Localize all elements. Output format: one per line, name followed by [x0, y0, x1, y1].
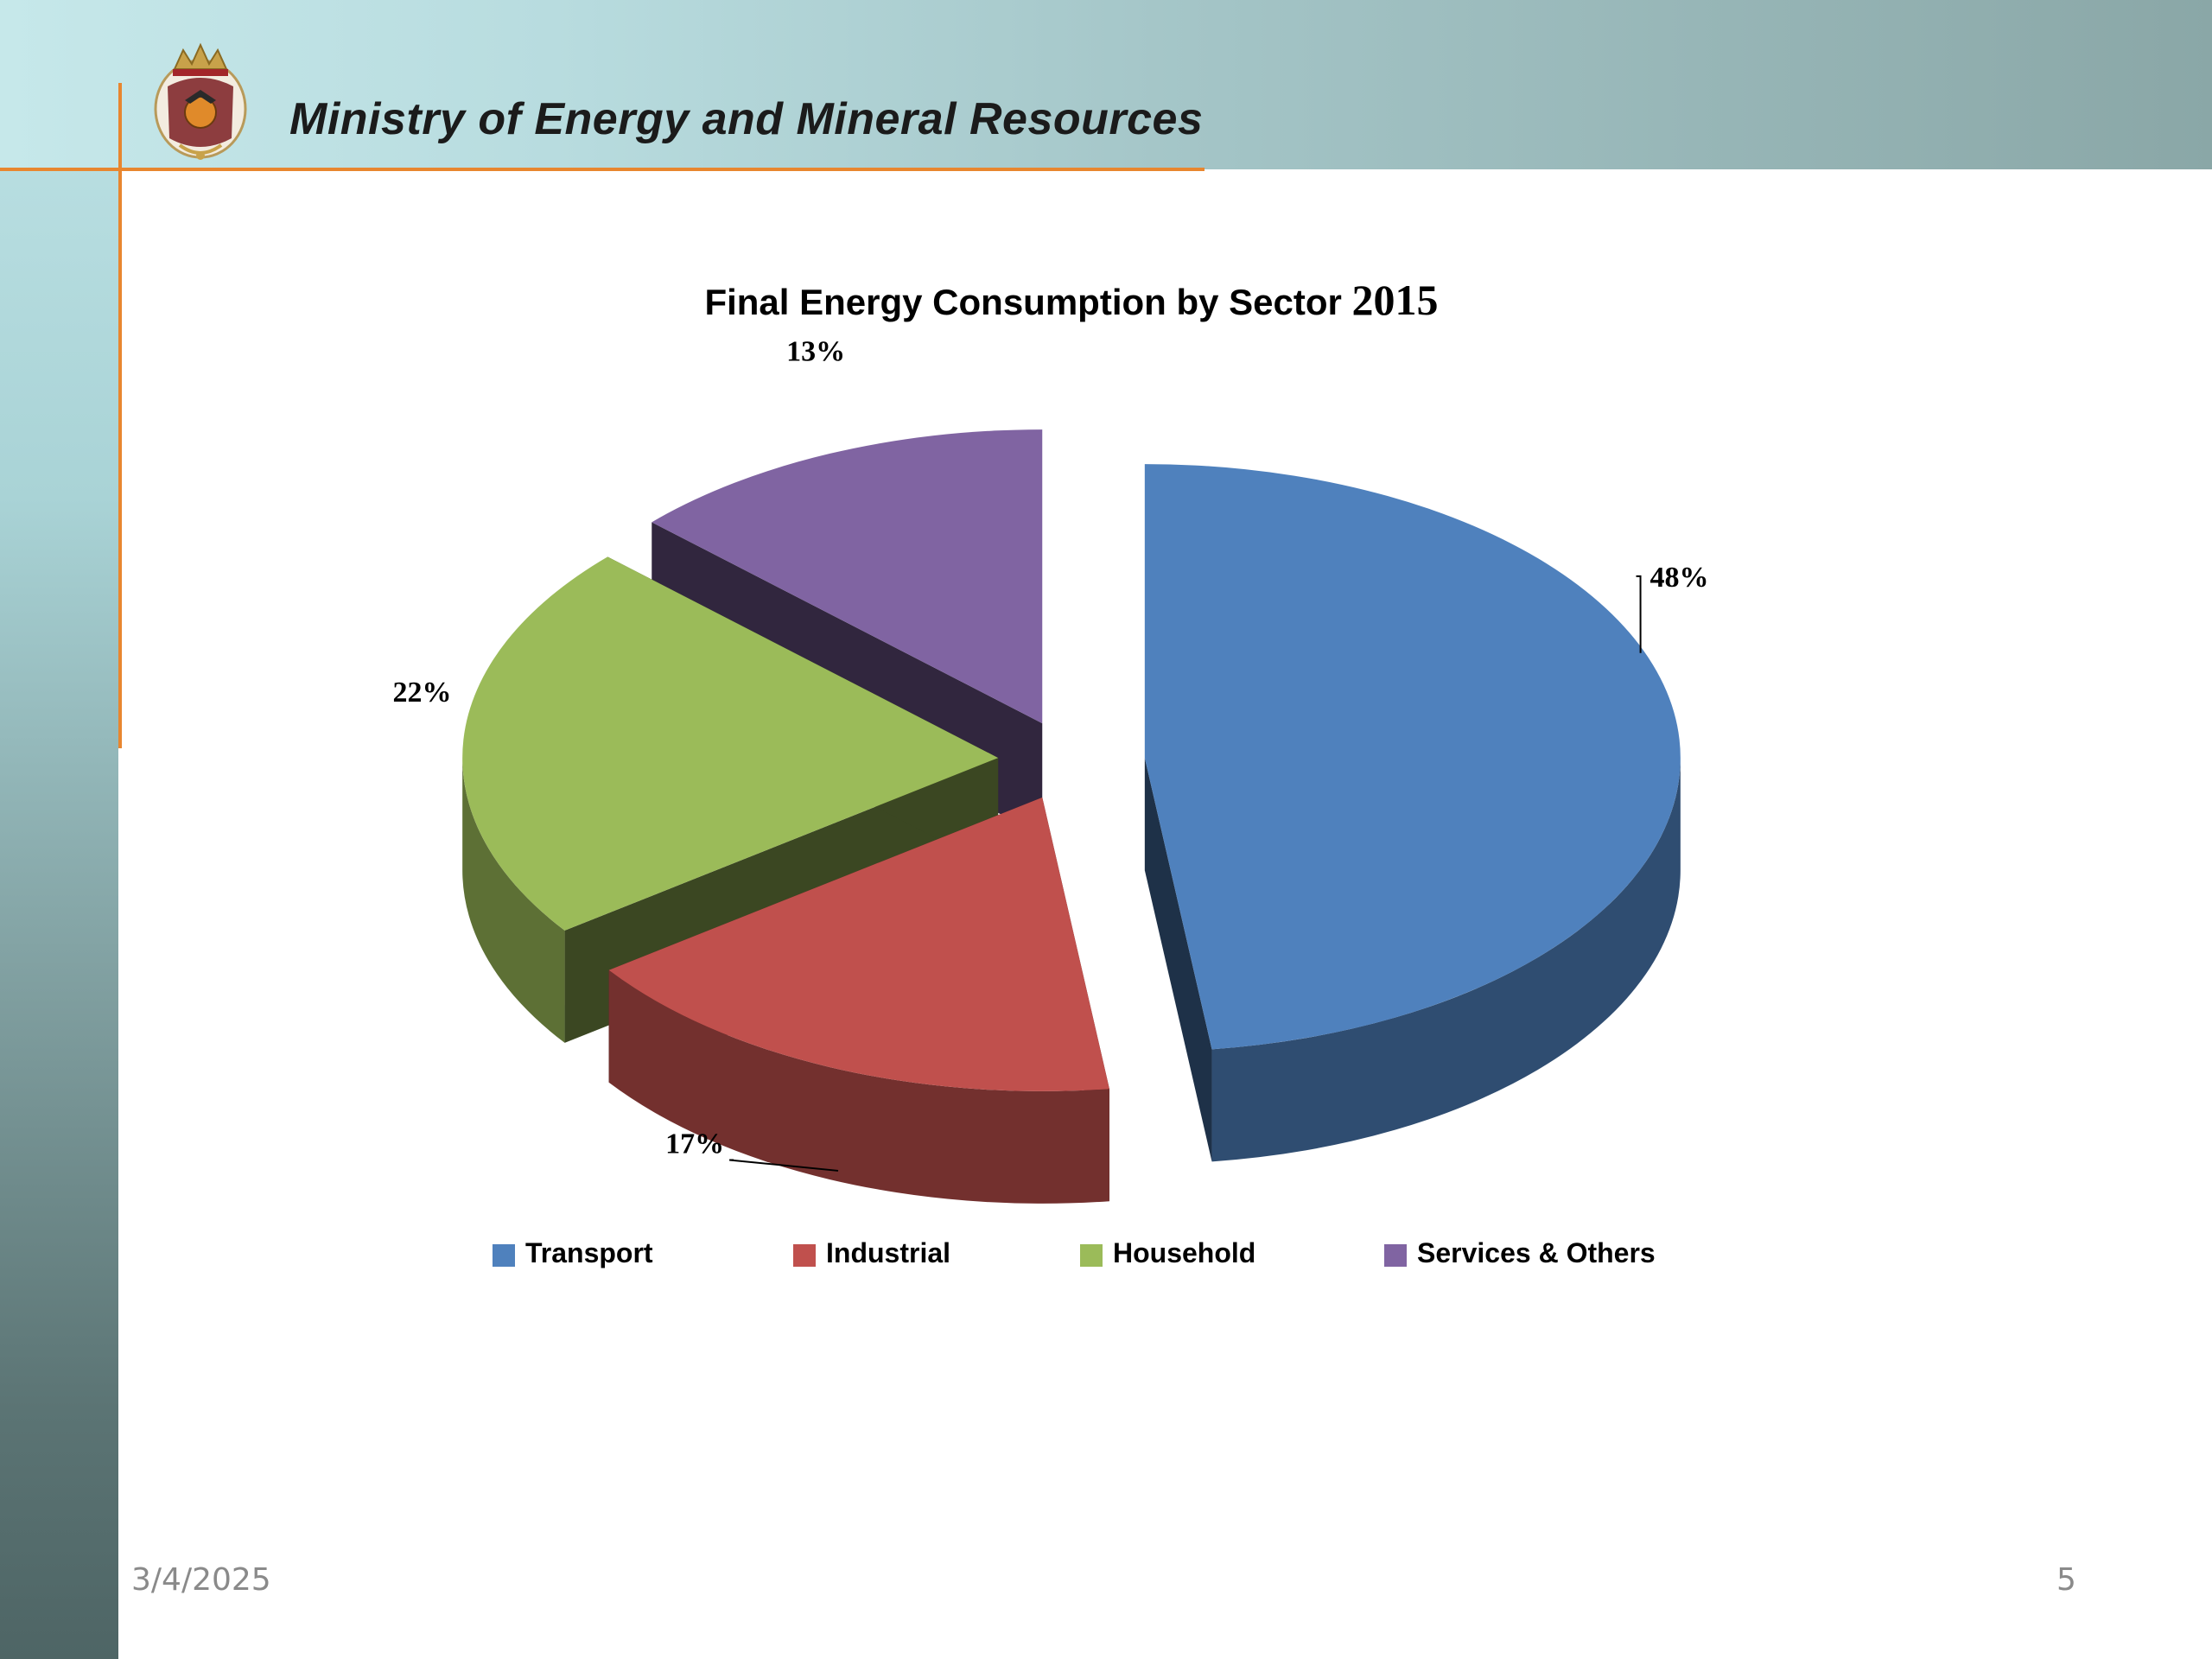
side-decoration-band — [0, 0, 118, 1659]
chart-legend: Transport Industrial Household Services … — [493, 1231, 1763, 1274]
pie-slice-industrial — [608, 797, 1109, 1204]
footer-date: 3/4/2025 — [131, 1562, 271, 1598]
legend-item-industrial: Industrial — [793, 1231, 950, 1274]
pie-slice-transport — [1144, 464, 1681, 1162]
legend-label-industrial: Industrial — [826, 1236, 951, 1268]
slice-outer-wall-industrial — [608, 969, 1109, 1204]
value-label-services: 13% — [786, 336, 845, 368]
slice-top-transport — [1144, 464, 1681, 1050]
legend-swatch-household — [1080, 1244, 1103, 1267]
slice-top-industrial — [608, 797, 1109, 1091]
value-label-industrial: 17% — [665, 1128, 724, 1160]
ministry-title: Ministry of Energy and Mineral Resources — [289, 94, 1204, 144]
slice-top-services — [652, 429, 1043, 724]
chart-title-text: Final Energy Consumption by Sector — [704, 282, 1342, 322]
slice-top-household — [462, 556, 999, 931]
legend-swatch-transport — [493, 1244, 515, 1267]
legend-item-services: Services & Others — [1384, 1231, 1656, 1274]
slice-outer-wall-household — [462, 758, 565, 1043]
legend-swatch-services — [1384, 1244, 1407, 1267]
legend-label-transport: Transport — [525, 1236, 653, 1268]
side-divider-line — [118, 83, 122, 748]
legend-swatch-industrial — [793, 1244, 816, 1267]
value-label-household: 22% — [392, 677, 451, 709]
header-band — [0, 0, 2212, 169]
legend-label-services: Services & Others — [1417, 1236, 1656, 1268]
slice-side-wall-transport-1 — [1144, 758, 1212, 1162]
legend-item-transport: Transport — [493, 1231, 653, 1274]
value-label-transport: 48% — [1650, 562, 1709, 594]
chart-title-year: 2015 — [1351, 276, 1439, 324]
legend-label-household: Household — [1113, 1236, 1256, 1268]
slice-outer-wall-transport — [1211, 758, 1681, 1162]
legend-item-household: Household — [1080, 1231, 1255, 1274]
header-divider-line — [0, 168, 1205, 171]
coat-of-arms-logo — [154, 42, 247, 160]
leader-line-industrial — [729, 1159, 839, 1172]
chart-title: Final Energy Consumption by Sector 2015 — [0, 275, 2143, 325]
page-number: 5 — [2056, 1562, 2076, 1598]
leader-line-transport — [1636, 575, 1642, 653]
